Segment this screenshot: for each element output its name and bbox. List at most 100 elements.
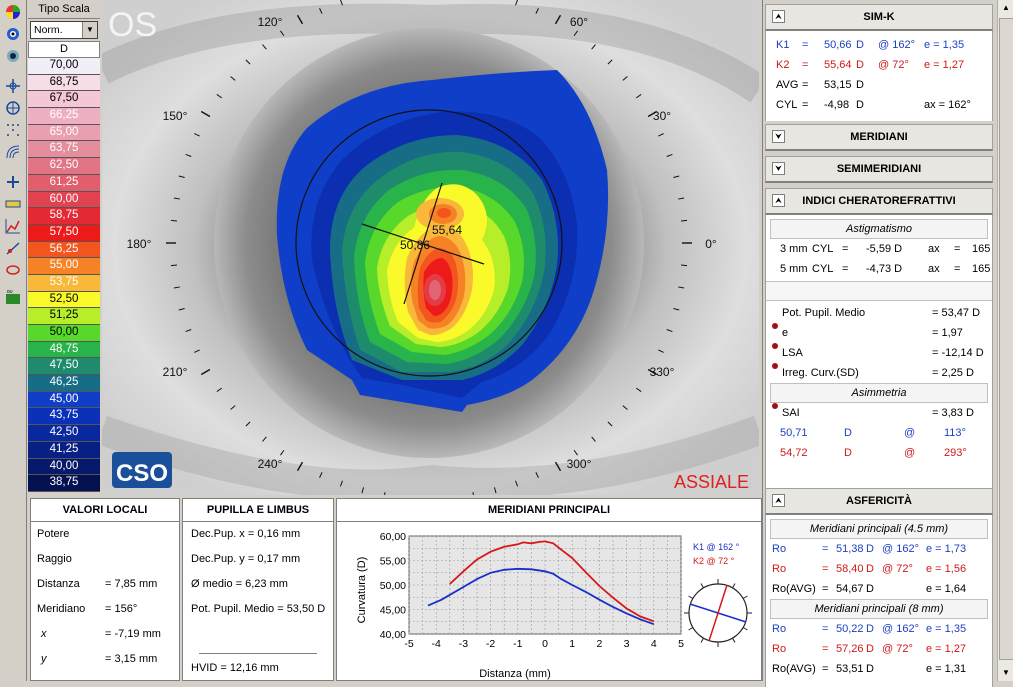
asfericita-header[interactable]: ⮝ ASFERICITÀ <box>765 488 993 515</box>
x-tick-label: 5 <box>678 638 684 650</box>
x-tick-label: -3 <box>459 638 468 650</box>
semimeridiani-panel[interactable]: ⮟ SEMIMERIDIANI <box>765 156 993 183</box>
scale-step[interactable]: 46,25 <box>28 375 100 392</box>
angle-tick <box>573 30 578 37</box>
scale-mode-select[interactable]: Norm. ▼ <box>30 21 98 39</box>
angle-tick <box>170 264 178 267</box>
asf-name: Ro <box>772 643 787 655</box>
index-dot-icon[interactable] <box>772 363 778 369</box>
valori-label: Potere <box>37 528 70 540</box>
scale-step[interactable]: 53,75 <box>28 274 100 292</box>
zoom-scale-icon[interactable]: 80 <box>3 289 23 310</box>
eye-icon[interactable] <box>3 26 23 46</box>
scale-step[interactable]: 45,00 <box>28 391 100 409</box>
collapse-icon[interactable]: ⮝ <box>772 10 785 23</box>
simk-unit: D <box>856 99 864 111</box>
dots-icon[interactable] <box>3 122 23 142</box>
vertical-scrollbar[interactable]: ▲ ▼ <box>997 0 1013 681</box>
y-tick-label: 40,00 <box>380 629 406 641</box>
simk-header[interactable]: ⮝ SIM-K <box>765 4 993 31</box>
scale-step[interactable]: 47,50 <box>28 358 100 376</box>
color-map-icon[interactable] <box>3 4 23 24</box>
asfericita-row: Ro = 50,22 D @ 162° e = 1,35 <box>766 619 992 639</box>
collapse-icon[interactable]: ⮝ <box>772 194 785 207</box>
scale-step[interactable]: 67,50 <box>28 91 100 109</box>
asf-ecc: e = 1,35 <box>926 623 967 635</box>
astig-ax: ax <box>928 243 940 255</box>
angle-tick <box>178 175 185 179</box>
asf-value: 53,51 <box>836 663 864 675</box>
scale-step[interactable]: 63,75 <box>28 141 100 159</box>
sai-label: SAI <box>782 407 800 419</box>
collapse-icon[interactable]: ⮝ <box>772 494 785 507</box>
angle-tick <box>635 387 642 392</box>
scale-step[interactable]: 43,75 <box>28 408 100 426</box>
crosshair-icon[interactable] <box>3 78 23 98</box>
asym-row: 54,72 D @293° <box>766 443 992 463</box>
move-icon[interactable] <box>3 174 23 194</box>
scale-step[interactable]: 56,25 <box>28 241 100 259</box>
index-value: = 1,97 <box>932 327 963 339</box>
scale-step[interactable]: 62,50 <box>28 158 100 175</box>
indici-header[interactable]: ⮝ INDICI CHERATOREFRATTIVI <box>765 188 993 215</box>
scroll-thumb[interactable] <box>999 18 1013 660</box>
expand-icon[interactable]: ⮟ <box>772 130 785 143</box>
hvid-value: HVID = 12,16 mm <box>191 662 279 674</box>
dropdown-arrow-icon[interactable]: ▼ <box>82 22 97 38</box>
angle-tick <box>230 76 236 81</box>
scale-step[interactable]: 52,50 <box>28 291 100 309</box>
scale-step[interactable]: 50,00 <box>28 325 100 342</box>
ruler-icon[interactable] <box>3 196 23 216</box>
ellipse-icon[interactable] <box>3 262 23 282</box>
scroll-down-icon[interactable]: ▼ <box>1002 668 1010 677</box>
valori-row: Raggio <box>31 547 179 572</box>
scale-step[interactable]: 38,75 <box>28 475 100 492</box>
scale-step[interactable]: 68,75 <box>28 74 100 92</box>
asf-name: Ro(AVG) <box>772 583 816 595</box>
topography-map[interactable]: 55,64 50,86 0° 30° 60° 120° 150° 180° 210° 240°… <box>102 0 759 495</box>
angle-tick <box>194 349 200 353</box>
scale-step[interactable]: 51,25 <box>28 308 100 325</box>
asf-ecc: e = 1,73 <box>926 543 967 555</box>
index-dot-icon[interactable] <box>772 403 778 409</box>
map-canvas[interactable]: 55,64 50,86 0° 30° 60° 120° 150° 180° 210° 240°… <box>102 0 759 495</box>
scale-step[interactable]: 66,25 <box>28 108 100 125</box>
scale-step[interactable]: 41,25 <box>28 441 100 459</box>
scale-step[interactable]: 42,50 <box>28 425 100 442</box>
semimeridiani-title: SEMIMERIDIANI <box>836 163 922 175</box>
meridiani-header[interactable]: ⮟ MERIDIANI <box>765 124 993 151</box>
x-tick-label: -2 <box>486 638 495 650</box>
valori-row: Distanza = 7,85 mm <box>31 572 179 597</box>
expand-icon[interactable]: ⮟ <box>772 162 785 175</box>
scale-step[interactable]: 48,75 <box>28 341 100 359</box>
arcs-icon[interactable] <box>3 144 23 164</box>
iris-icon[interactable] <box>3 48 23 68</box>
asfericita-subheader: Meridiani principali (4.5 mm) <box>770 519 988 539</box>
index-dot-icon[interactable] <box>772 343 778 349</box>
scale-step[interactable]: 61,25 <box>28 174 100 192</box>
scale-step[interactable]: 57,50 <box>28 224 100 242</box>
scale-step[interactable]: 40,00 <box>28 458 100 476</box>
meridiani-panel[interactable]: ⮟ MERIDIANI <box>765 124 993 151</box>
valori-row: Potere <box>31 522 179 547</box>
scale-step[interactable]: 55,00 <box>28 258 100 275</box>
x-tick-label: 2 <box>596 638 602 650</box>
asfericita-body: Meridiani principali (4.5 mm) Ro = 51,38 D @ … <box>765 515 993 687</box>
target-icon[interactable] <box>3 100 23 120</box>
pupilla-title: PUPILLA E LIMBUS <box>183 499 333 522</box>
valori-label: x <box>41 628 47 640</box>
scroll-up-icon[interactable]: ▲ <box>1002 3 1010 12</box>
scale-step[interactable]: 58,75 <box>28 208 100 225</box>
color-scale-panel: Tipo Scala Norm. ▼ D 70,00 68,75 67,50 66,25… <box>28 0 100 495</box>
index-dot-icon[interactable] <box>772 323 778 329</box>
scale-step[interactable]: 70,00 <box>28 58 100 75</box>
profile-icon[interactable] <box>3 240 23 260</box>
semimeridiani-header[interactable]: ⮟ SEMIMERIDIANI <box>765 156 993 183</box>
angle-label: 330° <box>650 365 675 379</box>
graph-icon[interactable] <box>3 218 23 238</box>
astig-eq2: = <box>954 263 961 275</box>
scale-step[interactable]: 65,00 <box>28 124 100 142</box>
pupilla-row: Dec.Pup. y = 0,17 mm <box>183 547 333 572</box>
scale-step[interactable]: 60,00 <box>28 191 100 209</box>
